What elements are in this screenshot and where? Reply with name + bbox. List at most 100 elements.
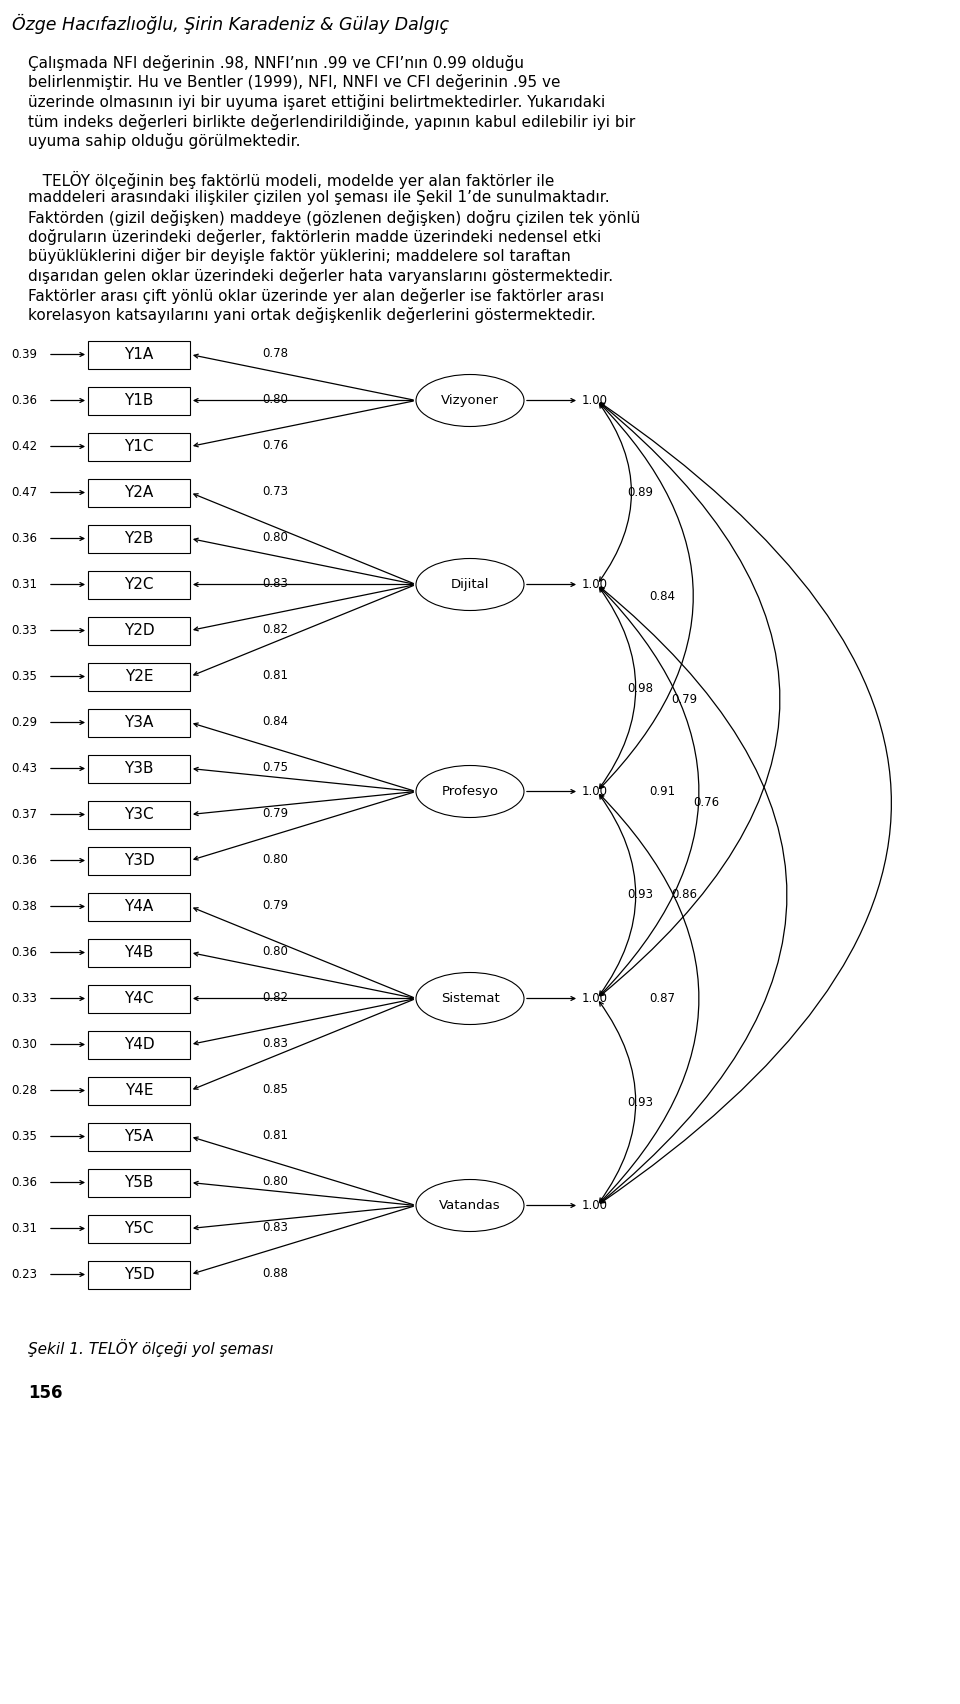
Text: 0.73: 0.73 [262, 486, 288, 498]
Text: korelasyon katsayılarını yani ortak değişkenlik değerlerini göstermektedir.: korelasyon katsayılarını yani ortak deği… [28, 307, 596, 324]
Text: 0.93: 0.93 [627, 888, 653, 901]
Ellipse shape [416, 765, 524, 818]
Text: 0.82: 0.82 [262, 992, 288, 1004]
Text: 0.84: 0.84 [262, 716, 288, 728]
Text: Vizyoner: Vizyoner [441, 394, 499, 407]
Text: 0.75: 0.75 [262, 762, 288, 774]
Text: Y2C: Y2C [124, 578, 154, 591]
Text: 0.33: 0.33 [12, 624, 37, 637]
Bar [88, 985, 190, 1012]
Text: büyüklüklerini diğer bir deyişle faktör yüklerini; maddelere sol taraftan: büyüklüklerini diğer bir deyişle faktör … [28, 249, 571, 264]
Bar [88, 939, 190, 966]
Text: 0.78: 0.78 [262, 348, 288, 360]
Text: Y5B: Y5B [124, 1176, 154, 1189]
Text: Y2E: Y2E [125, 670, 154, 683]
Text: Y1C: Y1C [124, 440, 154, 453]
Text: 0.79: 0.79 [262, 808, 288, 820]
Bar [88, 709, 190, 736]
Text: maddeleri arasındaki ilişkiler çizilen yol şeması ile Şekil 1’de sunulmaktadır.: maddeleri arasındaki ilişkiler çizilen y… [28, 191, 610, 204]
Text: Y4A: Y4A [125, 900, 154, 913]
Bar [88, 1123, 190, 1150]
Text: 0.31: 0.31 [11, 578, 37, 591]
Text: 0.28: 0.28 [11, 1084, 37, 1097]
Text: 0.36: 0.36 [11, 532, 37, 545]
Text: 0.81: 0.81 [262, 670, 288, 682]
Ellipse shape [416, 375, 524, 426]
Text: 0.43: 0.43 [11, 762, 37, 775]
Text: 0.39: 0.39 [11, 348, 37, 361]
Text: Y2D: Y2D [124, 624, 155, 637]
Text: Y2B: Y2B [124, 532, 154, 545]
Text: Y2A: Y2A [125, 486, 154, 499]
Text: 0.35: 0.35 [12, 1130, 37, 1143]
Text: 1.00: 1.00 [582, 992, 608, 1005]
Text: üzerinde olmasının iyi bir uyuma işaret ettiğini belirtmektedirler. Yukarıdaki: üzerinde olmasının iyi bir uyuma işaret … [28, 94, 605, 111]
Text: 156: 156 [28, 1384, 62, 1401]
Bar [88, 525, 190, 552]
Text: 0.80: 0.80 [262, 854, 288, 866]
Text: 0.36: 0.36 [11, 1176, 37, 1189]
Text: Faktörler arası çift yönlü oklar üzerinde yer alan değerler ise faktörler arası: Faktörler arası çift yönlü oklar üzerind… [28, 288, 604, 303]
Text: 0.79: 0.79 [671, 694, 697, 705]
Text: Faktörden (gizil değişken) maddeye (gözlenen değişken) doğru çizilen tek yönlü: Faktörden (gizil değişken) maddeye (gözl… [28, 210, 640, 225]
Text: tüm indeks değerleri birlikte değerlendirildiğinde, yapının kabul edilebilir iyi: tüm indeks değerleri birlikte değerlendi… [28, 114, 636, 130]
Bar [88, 1031, 190, 1058]
Text: 0.36: 0.36 [11, 394, 37, 407]
Text: Y4C: Y4C [124, 992, 154, 1005]
Bar [88, 341, 190, 368]
Text: 0.33: 0.33 [12, 992, 37, 1005]
Bar [88, 433, 190, 460]
Text: Sistemat: Sistemat [441, 992, 499, 1005]
Text: 0.29: 0.29 [11, 716, 37, 729]
Bar [88, 801, 190, 828]
Text: Y5A: Y5A [125, 1130, 154, 1143]
Text: Dijital: Dijital [451, 578, 490, 591]
Ellipse shape [416, 559, 524, 610]
Text: 1.00: 1.00 [582, 786, 608, 797]
Text: 0.76: 0.76 [693, 796, 719, 809]
Text: 0.76: 0.76 [262, 440, 288, 452]
Text: Y3B: Y3B [124, 762, 154, 775]
Text: 0.42: 0.42 [11, 440, 37, 453]
Text: 0.80: 0.80 [262, 1176, 288, 1188]
Text: 0.83: 0.83 [262, 578, 288, 590]
Text: 0.98: 0.98 [627, 682, 653, 695]
Text: 0.80: 0.80 [262, 532, 288, 544]
Text: 0.93: 0.93 [627, 1096, 653, 1109]
Text: 0.36: 0.36 [11, 946, 37, 959]
Text: 0.83: 0.83 [262, 1038, 288, 1050]
Bar [88, 1261, 190, 1288]
Text: 0.47: 0.47 [11, 486, 37, 499]
Text: 1.00: 1.00 [582, 1200, 608, 1212]
Text: 0.38: 0.38 [12, 900, 37, 913]
Text: TELÖY ölçeğinin beş faktörlü modeli, modelde yer alan faktörler ile: TELÖY ölçeğinin beş faktörlü modeli, mod… [28, 170, 554, 189]
Text: 0.81: 0.81 [262, 1130, 288, 1142]
Bar [88, 1169, 190, 1196]
Text: Y3C: Y3C [124, 808, 154, 821]
Text: 0.84: 0.84 [649, 590, 675, 603]
Text: Y4D: Y4D [124, 1038, 155, 1051]
Text: Y4B: Y4B [124, 946, 154, 959]
Text: 0.79: 0.79 [262, 900, 288, 912]
Text: 1.00: 1.00 [582, 578, 608, 591]
Text: Şekil 1. TELÖY ölçeği yol şeması: Şekil 1. TELÖY ölçeği yol şeması [28, 1339, 274, 1356]
Text: Y4E: Y4E [125, 1084, 154, 1097]
Text: 0.82: 0.82 [262, 624, 288, 636]
Text: Profesyo: Profesyo [442, 786, 498, 797]
Text: 0.91: 0.91 [649, 786, 675, 797]
Text: 0.37: 0.37 [11, 808, 37, 821]
Bar [88, 387, 190, 414]
Text: 0.36: 0.36 [11, 854, 37, 867]
Text: uyuma sahip olduğu görülmektedir.: uyuma sahip olduğu görülmektedir. [28, 133, 300, 148]
Text: Y5D: Y5D [124, 1268, 155, 1281]
Text: dışarıdan gelen oklar üzerindeki değerler hata varyanslarını göstermektedir.: dışarıdan gelen oklar üzerindeki değerle… [28, 268, 613, 285]
Ellipse shape [416, 973, 524, 1024]
Text: Çalışmada NFI değerinin .98, NNFI’nın .99 ve CFI’nın 0.99 olduğu: Çalışmada NFI değerinin .98, NNFI’nın .9… [28, 55, 524, 72]
Bar [88, 663, 190, 690]
Bar [88, 571, 190, 598]
Text: Vatandas: Vatandas [439, 1200, 501, 1212]
Bar [88, 893, 190, 920]
Text: 0.80: 0.80 [262, 946, 288, 958]
Bar [88, 617, 190, 644]
Text: 0.86: 0.86 [671, 888, 697, 901]
